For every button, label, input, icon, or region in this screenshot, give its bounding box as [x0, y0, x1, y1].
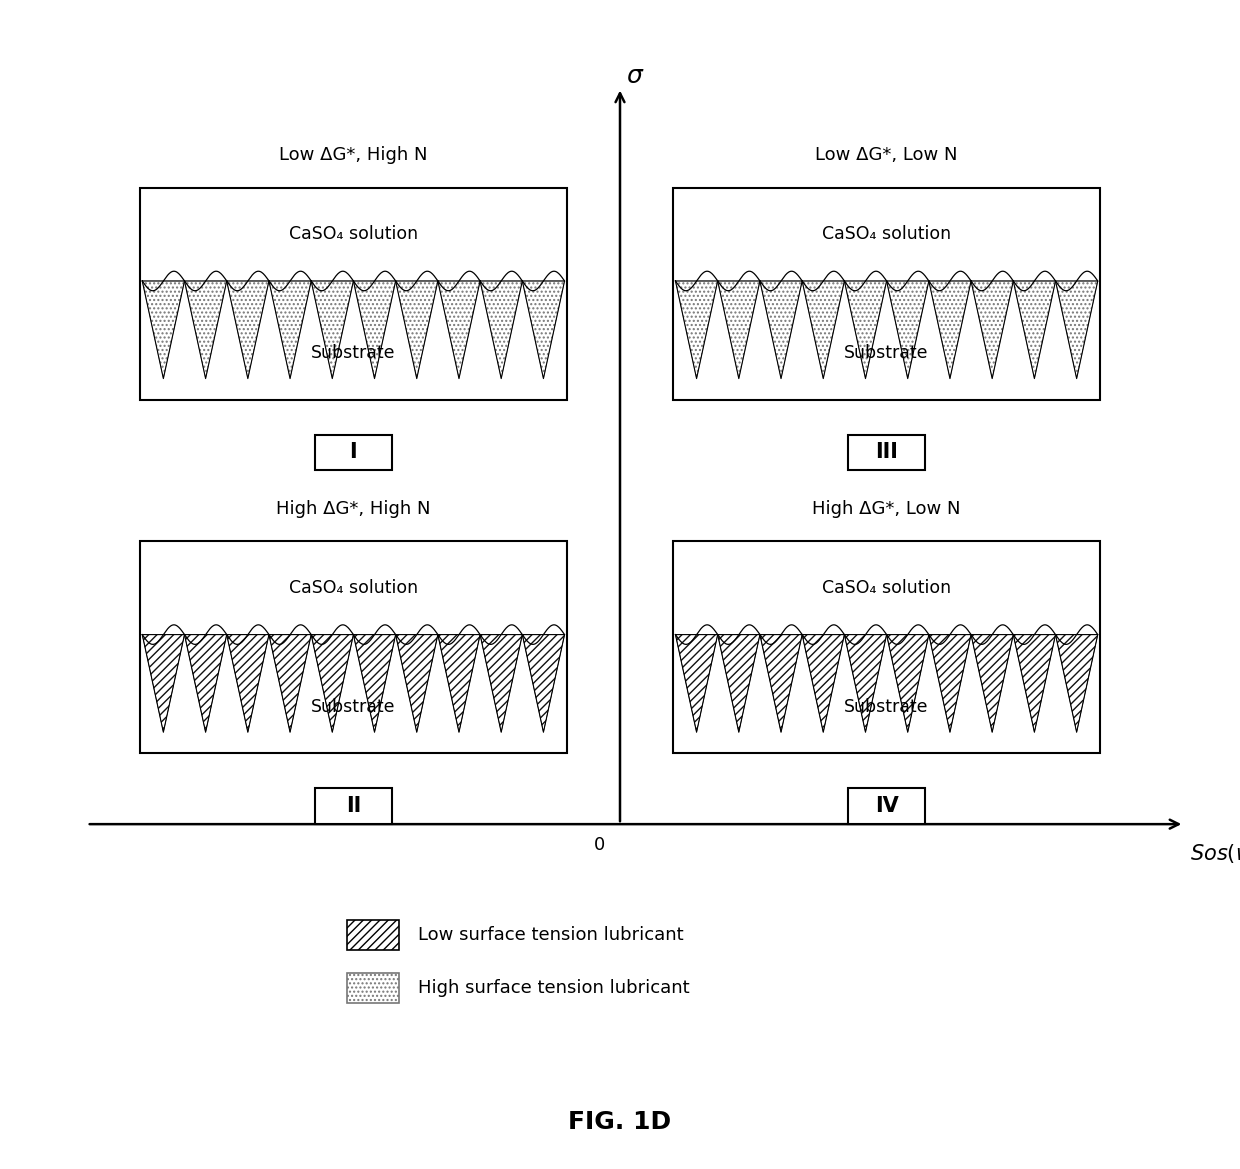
Polygon shape	[760, 281, 802, 379]
Polygon shape	[143, 635, 185, 732]
Polygon shape	[396, 281, 438, 379]
Polygon shape	[311, 635, 353, 732]
Polygon shape	[802, 281, 844, 379]
Bar	[140, 541, 567, 754]
Polygon shape	[844, 281, 887, 379]
Bar	[848, 789, 925, 824]
Text: High ΔG*, Low N: High ΔG*, Low N	[812, 500, 961, 518]
Polygon shape	[844, 635, 887, 732]
Text: CaSO₄ solution: CaSO₄ solution	[822, 226, 951, 243]
Polygon shape	[1055, 635, 1097, 732]
Text: Substrate: Substrate	[311, 698, 396, 715]
Polygon shape	[269, 281, 311, 379]
Text: Low surface tension lubricant: Low surface tension lubricant	[418, 926, 683, 945]
Polygon shape	[718, 281, 760, 379]
Bar	[140, 187, 567, 400]
Polygon shape	[971, 635, 1013, 732]
Polygon shape	[887, 635, 929, 732]
Polygon shape	[929, 635, 971, 732]
Bar	[848, 435, 925, 470]
Polygon shape	[227, 281, 269, 379]
Polygon shape	[971, 281, 1013, 379]
Polygon shape	[396, 635, 438, 732]
Polygon shape	[438, 281, 480, 379]
Bar	[315, 435, 392, 470]
Polygon shape	[760, 635, 802, 732]
Polygon shape	[269, 635, 311, 732]
Text: Low ΔG*, Low N: Low ΔG*, Low N	[816, 146, 957, 164]
Polygon shape	[676, 635, 718, 732]
Text: High surface tension lubricant: High surface tension lubricant	[418, 978, 689, 997]
Text: IV: IV	[874, 796, 899, 816]
Text: Low ΔG*, High N: Low ΔG*, High N	[279, 146, 428, 164]
Polygon shape	[887, 281, 929, 379]
Bar	[673, 187, 1100, 400]
Bar	[673, 541, 1100, 754]
Text: III: III	[875, 442, 898, 463]
Polygon shape	[522, 281, 564, 379]
Polygon shape	[802, 635, 844, 732]
Polygon shape	[676, 281, 718, 379]
Polygon shape	[929, 281, 971, 379]
Text: $\sigma$: $\sigma$	[626, 63, 645, 88]
Bar	[315, 789, 392, 824]
Text: Substrate: Substrate	[311, 344, 396, 362]
Bar	[347, 973, 399, 1003]
Text: CaSO₄ solution: CaSO₄ solution	[289, 226, 418, 243]
Polygon shape	[353, 281, 396, 379]
Text: I: I	[350, 442, 357, 463]
Polygon shape	[1013, 281, 1055, 379]
Text: Substrate: Substrate	[844, 698, 929, 715]
Text: High ΔG*, High N: High ΔG*, High N	[277, 500, 430, 518]
Text: CaSO₄ solution: CaSO₄ solution	[822, 579, 951, 597]
Polygon shape	[522, 635, 564, 732]
Polygon shape	[143, 281, 185, 379]
Text: Substrate: Substrate	[844, 344, 929, 362]
Polygon shape	[185, 281, 227, 379]
Text: II: II	[346, 796, 361, 816]
Text: FIG. 1D: FIG. 1D	[568, 1111, 672, 1134]
Text: 0: 0	[594, 836, 605, 853]
Polygon shape	[438, 635, 480, 732]
Polygon shape	[480, 635, 522, 732]
Polygon shape	[353, 635, 396, 732]
Text: CaSO₄ solution: CaSO₄ solution	[289, 579, 418, 597]
Polygon shape	[227, 635, 269, 732]
Polygon shape	[185, 635, 227, 732]
Polygon shape	[480, 281, 522, 379]
Polygon shape	[311, 281, 353, 379]
Polygon shape	[1013, 635, 1055, 732]
Text: $\mathit{Sos(w)}$: $\mathit{Sos(w)}$	[1190, 842, 1240, 865]
Polygon shape	[1055, 281, 1097, 379]
Polygon shape	[718, 635, 760, 732]
Bar	[347, 920, 399, 950]
